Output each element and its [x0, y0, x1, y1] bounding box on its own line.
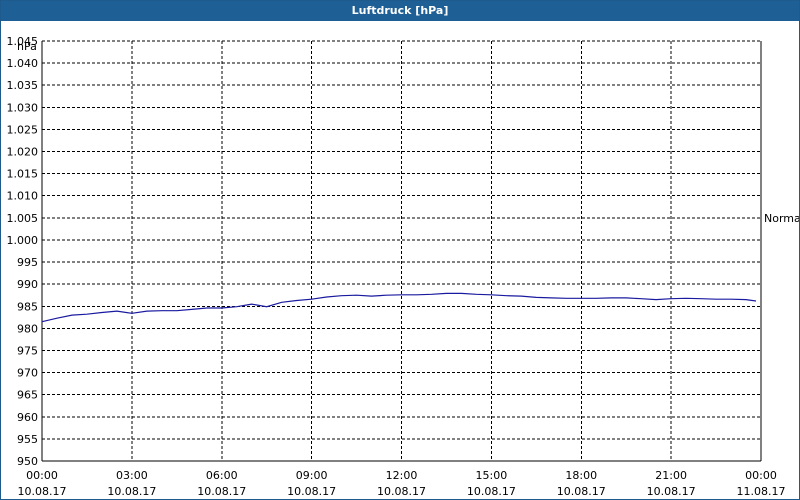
y-tick-label: 1.035	[7, 79, 39, 92]
series-lines	[41, 292, 757, 323]
y-tick-label: 1.015	[7, 168, 39, 181]
y-tick-label: 1.025	[7, 123, 39, 136]
x-tick-date-label: 11.08.17	[737, 485, 786, 498]
y-tick-label: 960	[17, 411, 38, 424]
x-tick-date-label: 10.08.17	[197, 485, 246, 498]
x-tick-time-label: 21:00	[655, 469, 687, 482]
grid-lines	[41, 40, 762, 462]
x-tick-time-label: 15:00	[476, 469, 508, 482]
y-tick-label: 1.010	[7, 190, 39, 203]
x-tick-date-label: 10.08.17	[107, 485, 156, 498]
y-tick-label: 975	[17, 344, 38, 357]
x-tick-time-label: 06:00	[206, 469, 238, 482]
y-tick-label: 950	[17, 455, 38, 468]
reference-line-label: Normal	[764, 212, 799, 225]
y-tick-label: 1.020	[7, 146, 39, 159]
axes	[41, 41, 762, 462]
x-tick-date-label: 10.08.17	[377, 485, 426, 498]
y-tick-label: 985	[17, 300, 38, 313]
x-tick-time-label: 00:00	[745, 469, 777, 482]
x-tick-date-label: 10.08.17	[18, 485, 67, 498]
y-tick-label: 995	[17, 256, 38, 269]
x-tick-time-label: 18:00	[565, 469, 597, 482]
y-tick-label: 1.045	[7, 35, 39, 48]
y-tick-label: 1.005	[7, 212, 39, 225]
y-tick-label: 965	[17, 389, 38, 402]
x-tick-date-label: 10.08.17	[467, 485, 516, 498]
y-tick-label: 970	[17, 367, 38, 380]
x-tick-time-label: 00:00	[26, 469, 58, 482]
y-tick-label: 1.040	[7, 57, 39, 70]
y-tick-label: 980	[17, 322, 38, 335]
x-tick-labels: 00:00 10.08.17 03:00 10.08.17 06:00 10.08.17 0…	[18, 469, 786, 498]
x-tick-date-label: 10.08.17	[287, 485, 336, 498]
x-tick-date-label: 10.08.17	[557, 485, 606, 498]
window-title: Luftdruck [hPa]	[1, 1, 799, 21]
y-tick-labels: 950 955 960 965 970 975 980 985 990 995 1.000 1.005…	[7, 35, 39, 468]
y-tick-label: 955	[17, 433, 38, 446]
x-tick-date-label: 10.08.17	[647, 485, 696, 498]
pressure-series-line	[41, 292, 757, 323]
x-tick-time-label: 03:00	[116, 469, 148, 482]
y-axis-unit-label: hPa	[17, 40, 37, 53]
x-tick-time-label: 12:00	[386, 469, 418, 482]
y-tick-label: 990	[17, 278, 38, 291]
y-tick-label: 1.030	[7, 101, 39, 114]
y-tick-label: 1.000	[7, 234, 39, 247]
x-tick-time-label: 09:00	[296, 469, 328, 482]
